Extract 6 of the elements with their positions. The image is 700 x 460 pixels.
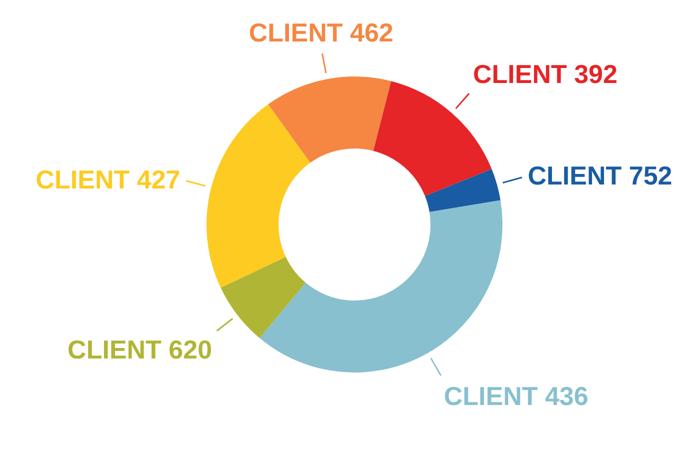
slice-label: CLIENT 436: [444, 380, 588, 411]
slice-label: CLIENT 427: [36, 164, 180, 194]
slice-label: CLIENT 620: [68, 334, 212, 365]
slice-label: CLIENT 462: [248, 18, 394, 48]
slice-label: CLIENT 392: [472, 58, 618, 89]
slice-label: CLIENT 752: [528, 160, 672, 191]
